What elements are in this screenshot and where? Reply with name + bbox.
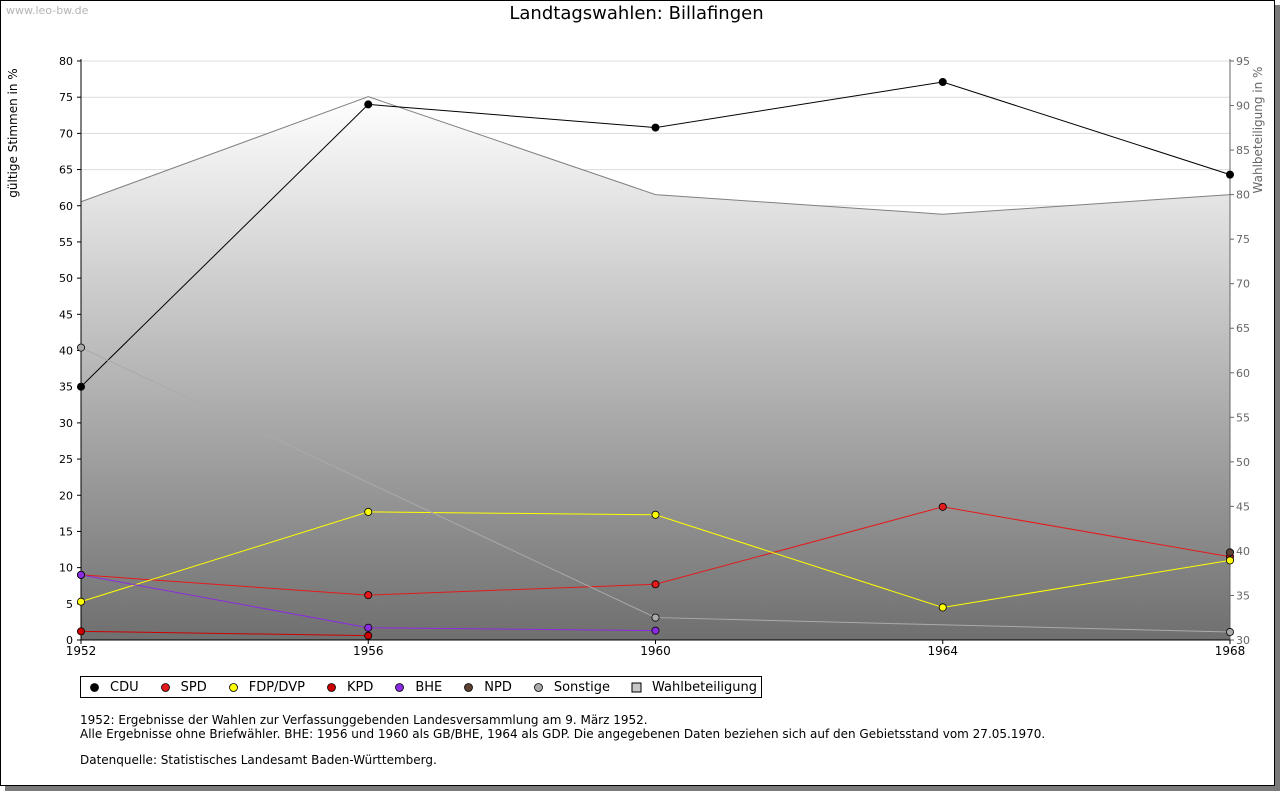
legend-label: BHE [415,679,443,695]
y2-tick-label: 95 [1236,55,1250,68]
point-fdp-dvp [364,507,373,516]
y2-tick-label: 75 [1236,233,1250,246]
footnote-1: 1952: Ergebnisse der Wahlen zur Verfassu… [80,713,648,727]
y2-tick-label: 40 [1236,545,1250,558]
series-line-kpd [80,630,369,637]
footnotes: 1952: Ergebnisse der Wahlen zur Verfassu… [80,713,1045,767]
point-sonstige [77,343,86,352]
y-tick-label: 50 [59,272,73,285]
legend-label: Wahlbeteiligung [652,679,758,695]
point-cdu [364,100,373,109]
y-tick-label: 5 [66,598,73,611]
legend-label: FDP/DVP [248,679,305,695]
point-spd [938,502,947,511]
point-cdu [1226,170,1235,179]
y-tick-label: 30 [59,417,73,430]
legend-marker-sonstige [533,682,543,692]
y-axis-label: gültige Stimmen in % [6,68,20,197]
point-fdp-dvp [651,510,660,519]
point-spd [651,580,660,589]
series-points [77,77,1235,640]
y-tick-label: 35 [59,381,73,394]
point-bhe [651,626,660,635]
legend-item-wahlbeteiligung: Wahlbeteiligung [631,680,757,695]
legend-marker-spd [160,682,170,692]
y-tick-label: 10 [59,562,73,575]
y2-tick-label: 80 [1236,189,1250,202]
y-tick-label: 45 [59,308,73,321]
point-kpd [364,631,373,640]
legend-marker-fdp-dvp [228,682,238,692]
y-tick-label: 70 [59,127,73,140]
point-sonstige [1226,628,1235,637]
point-cdu [938,77,947,86]
legend-label: KPD [346,679,374,695]
legend-item-sonstige: Sonstige [533,680,610,695]
x-tick-label: 1960 [640,644,671,658]
y2-tick-label: 60 [1236,367,1250,380]
legend-label: CDU [110,679,139,695]
y2-axis-label: Wahlbeteiligung in % [1251,67,1265,194]
legend-label: NPD [484,679,512,695]
point-cdu [77,382,86,391]
legend-item-spd: SPD [160,680,207,695]
legend: CDU SPD FDP/DVP KPD BHE NPD Sonstige Wahlbeteil… [80,676,763,698]
point-spd [364,591,373,600]
x-tick-label: 1952 [66,644,97,658]
point-kpd [77,627,86,636]
legend-marker-npd [464,682,474,692]
y2-tick-label: 65 [1236,322,1250,335]
point-bhe [364,623,373,632]
point-npd [1226,548,1235,557]
chart-plot: 0 5 10 15 20 25 30 35 40 45 50 55 60 65 70 75 80 30 35 40 45… [6,55,1265,658]
y-tick-label: 20 [59,489,73,502]
y-tick-label: 60 [59,200,73,213]
y2-tick-label: 70 [1236,278,1250,291]
legend-label: SPD [180,679,207,695]
y-tick-label: 80 [59,55,73,68]
x-tick-label: 1964 [927,644,958,658]
x-tick-label: 1956 [353,644,384,658]
y-tick-label: 55 [59,236,73,249]
axis-labels: 0 5 10 15 20 25 30 35 40 45 50 55 60 65 70 75 80 30 35 40 45… [6,55,1265,658]
legend-marker-cdu [90,682,99,692]
turnout-line [80,96,1231,215]
turnout-area-fill [81,96,1230,641]
chart-title: Landtagswahlen: Billafingen [509,3,764,24]
watermark: www.leo-bw.de [6,4,89,17]
y-tick-label: 75 [59,91,73,104]
y-tick-label: 0 [66,634,73,647]
legend-marker-bhe [395,682,405,692]
point-fdp-dvp [938,603,947,612]
legend-item-npd: NPD [463,680,512,695]
legend-label: Sonstige [553,679,611,695]
point-fdp-dvp [77,597,86,606]
legend-item-kpd: KPD [326,680,373,695]
y2-tick-label: 50 [1236,456,1250,469]
y-tick-label: 15 [59,525,73,538]
y2-tick-label: 90 [1236,100,1250,113]
legend-marker-kpd [327,682,336,692]
point-cdu [651,123,660,132]
data-source: Datenquelle: Statistisches Landesamt Bad… [80,753,437,767]
y2-tick-label: 35 [1236,589,1250,602]
y-tick-label: 40 [59,345,73,358]
legend-marker-wahlbeteiligung [631,682,642,692]
footnote-2: Alle Ergebnisse ohne Briefwähler. BHE: 1… [80,727,1046,741]
y-tick-label: 65 [59,164,73,177]
legend-item-cdu: CDU [89,680,139,695]
legend-item-bhe: BHE [394,680,442,695]
point-bhe [77,570,86,579]
y2-tick-label: 30 [1236,634,1250,647]
point-sonstige [651,613,660,622]
point-fdp-dvp [1226,556,1235,565]
legend-item-fdp-dvp: FDP/DVP [228,680,305,695]
x-tick-label: 1968 [1215,644,1246,658]
y-tick-label: 25 [59,453,73,466]
y2-tick-label: 85 [1236,144,1250,157]
y2-tick-label: 45 [1236,500,1250,513]
turnout-area [80,96,1231,641]
y2-tick-label: 55 [1236,411,1250,424]
